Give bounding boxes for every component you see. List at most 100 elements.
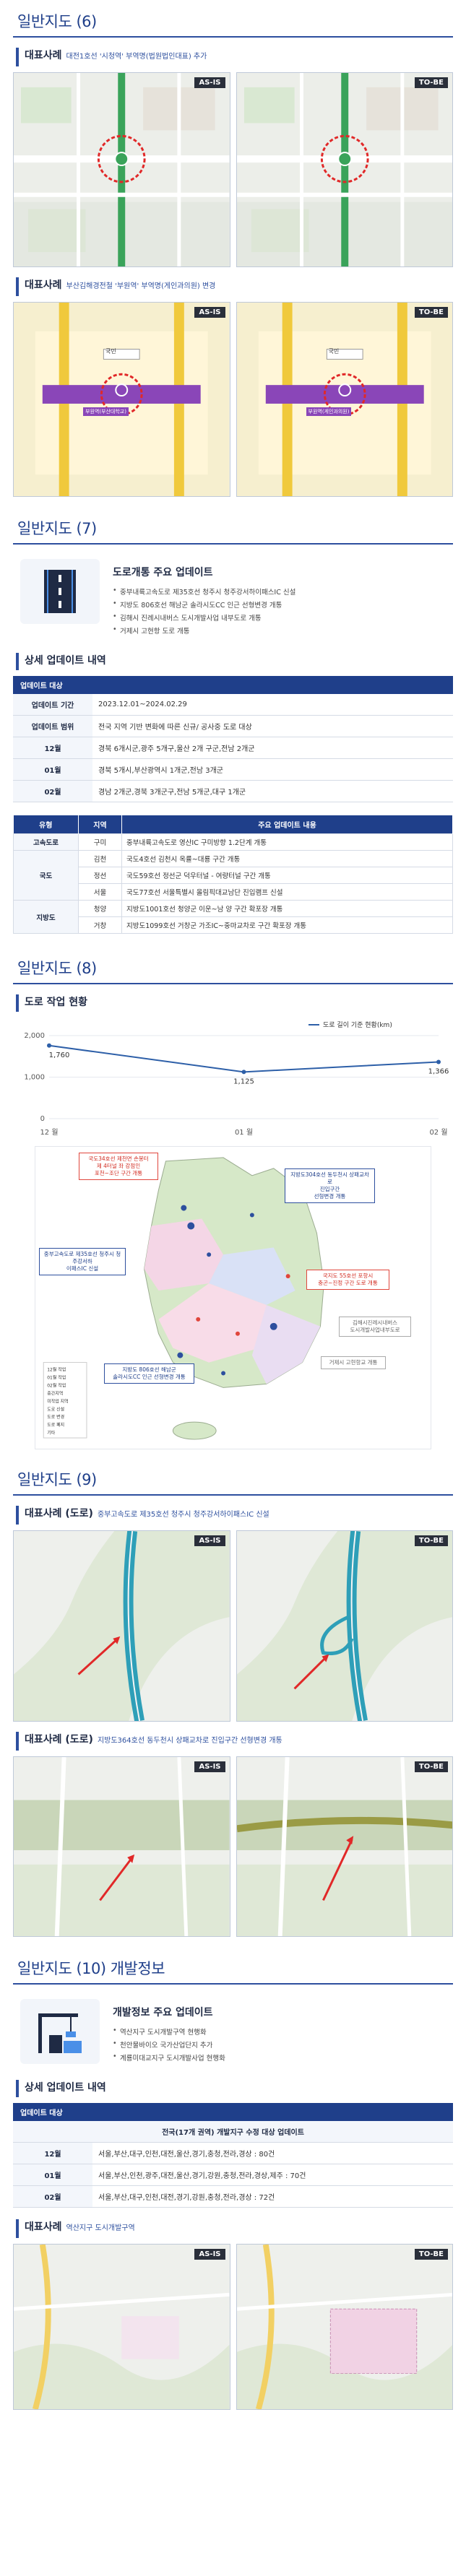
map-asis[interactable]: AS-IS [13, 1756, 230, 1937]
data-point [436, 1059, 441, 1064]
data-point [241, 1070, 246, 1075]
map-tobe[interactable]: TO-BE [236, 72, 453, 267]
map-row-dev: AS-IS TO-BE [13, 2244, 453, 2410]
map-tobe[interactable]: 국민 부원역(게인과의원) TO-BE [236, 302, 453, 497]
case-title: 대표사례 (도로) 지방도364호선 동두천시 상패교차로 진입구간 선형변경 개… [16, 1732, 453, 1751]
map-row-road1: AS-IS TO-BE [13, 1530, 453, 1722]
map-asis[interactable]: AS-IS [13, 1530, 230, 1722]
map-image [14, 2245, 230, 2409]
map-image [14, 303, 230, 496]
data-point [47, 1043, 51, 1048]
table-header-row: 전국(17개 권역) 개발지구 수정 대상 업데이트 [13, 2121, 453, 2143]
map-callout: 국도34호선 제천면 손봉터 제 4터널 좌 강점인 포천~조단 구간 개통 [79, 1153, 158, 1180]
tobe-badge: TO-BE [414, 77, 448, 88]
data-label: 1,125 [233, 1077, 254, 1085]
map-tobe[interactable]: TO-BE [236, 1756, 453, 1937]
map-legend-item: 도로 폐지 [47, 1422, 64, 1428]
map-image [236, 73, 452, 266]
section-10: 일반지도 (10) 개발정보 개발정보 주요 업데이트 역산지구 도시개발구역 … [13, 1947, 453, 2410]
map-image [236, 303, 452, 496]
station-label: 부원역(부산대학교) [83, 407, 129, 416]
table-row: 01월 서울,부산,인천,광주,대전,울산,경기,강원,충청,전라,경상,제주 :… [13, 2164, 453, 2186]
korea-map[interactable]: 12월 작업 01월 작업 02월 작업 중간지역 미작업 지역 도로 신설 도… [35, 1146, 431, 1449]
list-item: 천안물바이오 국가산업단지 추가 [113, 2039, 225, 2050]
section-title: 일반지도 (6) [13, 0, 453, 38]
map-image [14, 1757, 230, 1936]
update-table: 업데이트 기간 2023.12.01~2024.02.29 업데이트 범위 전국 지… [13, 694, 453, 802]
map-callout: 지방도 806호선 해남군 솔라시도CC 인근 선형변경 개통 [104, 1363, 194, 1384]
table-header: 업데이트 대상 [13, 676, 453, 694]
update-bullets: 중부내륙고속도로 제35호선 청주시 청주강서하이패스IC 신설 지방도 806… [113, 586, 295, 636]
list-item: 중부내륙고속도로 제35호선 청주시 청주강서하이패스IC 신설 [113, 586, 295, 597]
update-bullets: 역산지구 도시개발구역 현행화 천안물바이오 국가산업단지 추가 계룡미대교지구… [113, 2026, 225, 2063]
map-legend-item: 02월 작업 [47, 1382, 66, 1388]
map-row-case1: AS-IS TO-BE [13, 72, 453, 267]
road-table: 유형 지역 주요 업데이트 내용 고속도로 구미 중부내륙고속도로 영산IC 구미방… [13, 815, 453, 934]
map-image [236, 1531, 452, 1721]
sign-label: 국민 [328, 348, 340, 355]
section-7: 일반지도 (7) 도로개통 주요 업데이트 중부내륙고속도로 제35호선 청주시… [13, 507, 453, 934]
table-row: 국도 김천 국도4호선 김천시 옥률~대룡 구간 개통 [13, 850, 453, 901]
station-label: 부원역(게인과의원) [306, 407, 352, 416]
detail-title: 상세 업데이트 내역 [16, 653, 453, 670]
page: 일반지도 (6) 대표사례 대전1호선 '시청역' 부역명(법원법인대표) 추가 [0, 0, 466, 2410]
map-legend-item: 도로 변경 [47, 1414, 64, 1420]
asis-badge: AS-IS [194, 1535, 225, 1546]
map-tobe[interactable]: TO-BE [236, 2244, 453, 2410]
table-row: 업데이트 범위 전국 지역 기반 변화에 따른 신규/ 공사중 도로 대상 [13, 715, 453, 737]
legend-label: 도로 길이 기준 현황(km) [323, 1021, 392, 1029]
table-row: 02월 경남 2개군,경북 3개군구,전남 5개군,대구 1개군 [13, 780, 453, 802]
dev-table: 전국(17개 권역) 개발지구 수정 대상 업데이트 12월 서울,부산,대구,인… [13, 2121, 453, 2208]
map-image [14, 1531, 230, 1721]
tobe-badge: TO-BE [414, 1535, 448, 1546]
list-item: 김해시 진례시내버스 도시개발사업 내부도로 개통 [113, 612, 295, 623]
map-legend-item: 12월 작업 [47, 1367, 66, 1373]
table-row: 12월 서울,부산,대구,인천,대전,울산,경기,충청,전라,경상 : 80건 [13, 2142, 453, 2164]
table-header: 업데이트 대상 [13, 2103, 453, 2121]
map-image [236, 1757, 452, 1936]
map-asis[interactable]: AS-IS [13, 2244, 230, 2410]
map-callout: 지방도304호선 동두천시 상패교차로 진입구간 선형변경 개통 [285, 1168, 375, 1203]
tobe-badge: TO-BE [414, 1761, 448, 1772]
map-legend-item: 미작업 지역 [47, 1398, 68, 1404]
x-tick-label: 01 월 [235, 1128, 253, 1137]
table-row: 업데이트 기간 2023.12.01~2024.02.29 [13, 694, 453, 716]
table-header-row: 유형 지역 주요 업데이트 내용 [13, 815, 453, 834]
road-icon [20, 559, 100, 624]
y-tick-label: 2,000 [24, 1032, 45, 1040]
table-row: 서울 국도77호선 서울특별시 올림픽대교남단 진입램프 신설 [14, 883, 453, 901]
map-tobe[interactable]: TO-BE [236, 1530, 453, 1722]
map-callout: 국지도 55호선 포항시 충곤~진정 구간 도로 개통 [306, 1270, 389, 1290]
section-title: 일반지도 (8) [13, 947, 453, 984]
case-title: 대표사례 부산김해경전철 '부원역' 부역명(게인과의원) 변경 [16, 277, 453, 296]
detail-title: 상세 업데이트 내역 [16, 2080, 453, 2097]
update-summary: 개발정보 주요 업데이트 역산지구 도시개발구역 현행화 천안물바이오 국가산업… [13, 1995, 453, 2073]
data-label: 1,760 [49, 1051, 70, 1059]
section-8: 일반지도 (8) 도로 작업 현황 0 1,000 2,000 12 월 01 월 02 … [13, 947, 453, 1449]
list-item: 계룡미대교지구 도시개발사업 현행화 [113, 2052, 225, 2063]
map-legend-item: 기타 [47, 1430, 55, 1436]
map-legend-item: 01월 작업 [47, 1374, 66, 1380]
crane-icon [20, 1999, 100, 2064]
section-6: 일반지도 (6) 대표사례 대전1호선 '시청역' 부역명(법원법인대표) 추가 [13, 0, 453, 497]
section-9: 일반지도 (9) 대표사례 (도로) 중부고속도로 제35호선 청주시 청주강서하… [13, 1458, 453, 1937]
map-callout: 거제시 고현항교 개통 [321, 1356, 386, 1369]
section-title: 일반지도 (7) [13, 507, 453, 545]
section-title: 일반지도 (9) [13, 1458, 453, 1496]
map-callout: 중부고속도로 제35호선 청주시 청주강서하 이패스IC 신설 [39, 1248, 126, 1275]
update-title: 도로개통 주요 업데이트 [113, 567, 213, 578]
update-text: 개발정보 주요 업데이트 역산지구 도시개발구역 현행화 천안물바이오 국가산업… [113, 1999, 225, 2065]
x-tick-label: 02 월 [429, 1128, 447, 1137]
map-row-road2: AS-IS TO-BE [13, 1756, 453, 1937]
y-tick-label: 1,000 [24, 1074, 45, 1082]
tobe-badge: TO-BE [414, 307, 448, 318]
asis-badge: AS-IS [194, 77, 225, 88]
y-tick-label: 0 [40, 1115, 45, 1123]
map-asis[interactable]: 국민 부원역(부산대학교) AS-IS [13, 302, 230, 497]
list-item: 지방도 806호선 해남군 솔라시도CC 인근 선형변경 개통 [113, 599, 295, 610]
series-line [48, 1044, 439, 1073]
data-label: 1,366 [428, 1067, 449, 1075]
list-item: 거제시 고현항 도로 개통 [113, 625, 295, 636]
map-asis[interactable]: AS-IS [13, 72, 230, 267]
table-row: 02월 서울,부산,대구,인천,대전,경기,강원,충청,전라,경상 : 72건 [13, 2185, 453, 2208]
